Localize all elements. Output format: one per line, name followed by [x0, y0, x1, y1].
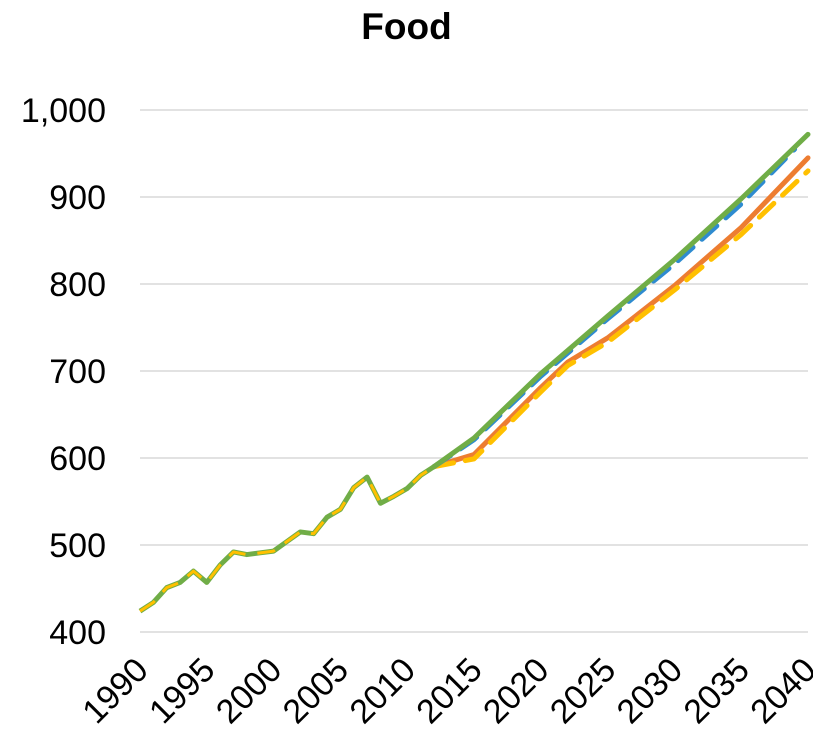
history-line: [138, 464, 436, 614]
series-line-2: [431, 168, 811, 470]
y-tick-label: 900: [49, 179, 106, 217]
series-line-4: [431, 131, 811, 470]
x-tick-label: 1995: [142, 651, 222, 731]
x-tick-label: 2035: [677, 651, 757, 731]
series-line-1: [431, 155, 811, 470]
x-tick-label: 2020: [476, 651, 556, 731]
x-tick-label: 2005: [276, 651, 356, 731]
x-tick-label: 2010: [343, 651, 423, 731]
x-tick-label: 2030: [610, 651, 690, 731]
x-tick-label: 2000: [209, 651, 289, 731]
y-tick-labels: 400 500 600 700 800 900 1,000: [21, 92, 106, 652]
y-tick-label: 800: [49, 266, 106, 304]
x-tick-label: 1990: [75, 651, 155, 731]
x-tick-label: 2015: [409, 651, 489, 731]
series-lines: [138, 131, 811, 614]
y-tick-label: 400: [49, 614, 106, 652]
gridlines: [140, 109, 808, 546]
x-tick-label: 2040: [743, 651, 813, 731]
history-line-dashed-overlay: [139, 465, 435, 613]
x-tick-label: 2025: [543, 651, 623, 731]
x-tick-labels: 1990199520002005201020152020202520302035…: [75, 651, 813, 731]
y-tick-label: 700: [49, 353, 106, 391]
chart-title: Food: [361, 6, 452, 47]
y-tick-label: 1,000: [21, 92, 106, 130]
y-tick-label: 600: [49, 440, 106, 478]
y-tick-label: 500: [49, 527, 106, 565]
